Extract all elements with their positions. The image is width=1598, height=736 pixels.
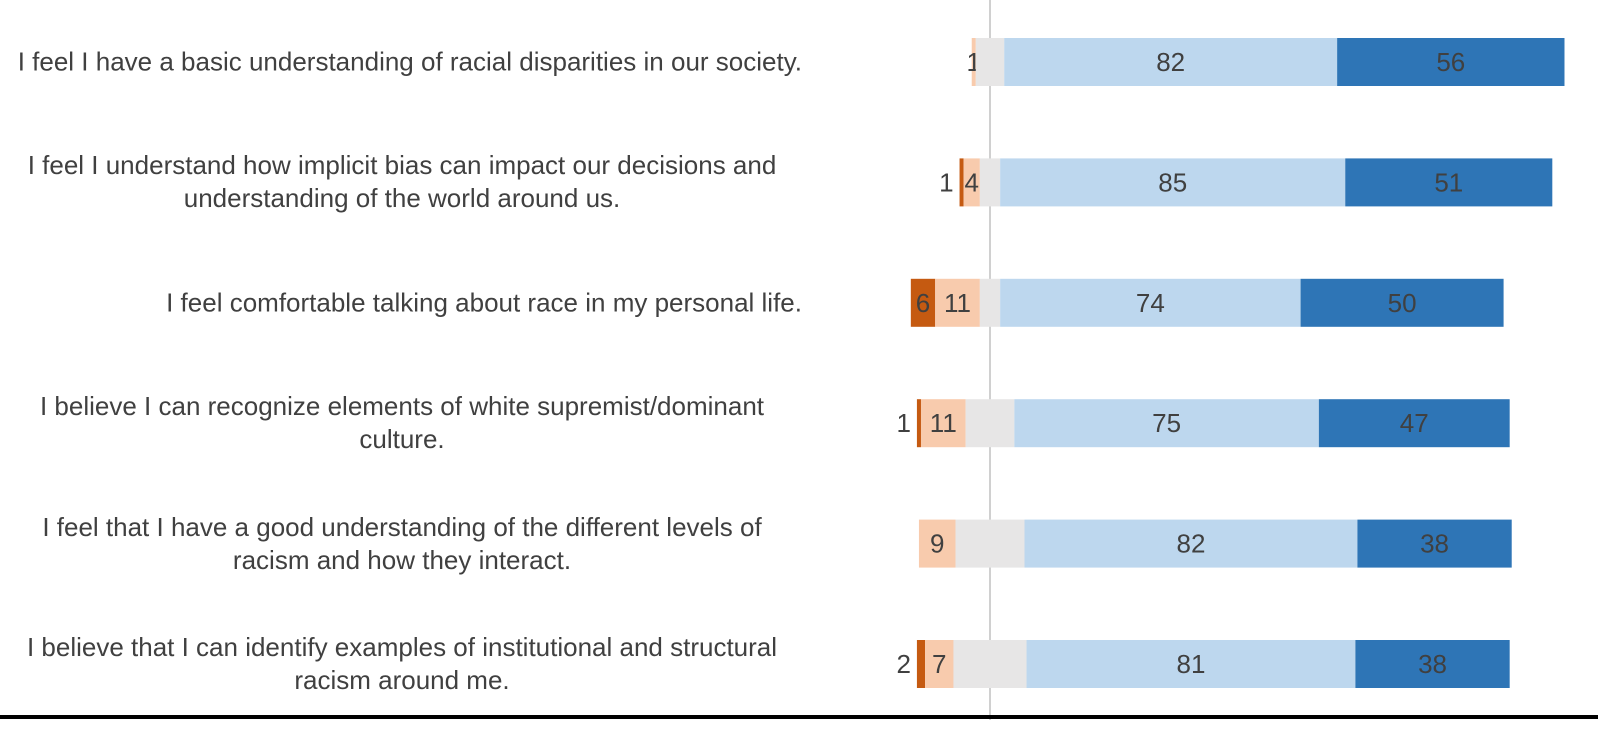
category-label: I believe that I can identify examples o… [26, 632, 778, 695]
value-label: 74 [1136, 288, 1165, 318]
bar-segment [959, 158, 964, 207]
category-label: I feel I understand how implicit bias ca… [27, 150, 777, 214]
bar-segment [1318, 399, 1510, 448]
value-label: 7 [932, 649, 946, 679]
value-label: 1 [939, 167, 953, 197]
value-label: 51 [1434, 167, 1463, 197]
bar-segment [1337, 38, 1565, 86]
bar-segment [975, 38, 1005, 86]
bar-segment [953, 640, 1027, 688]
value-label: 9 [930, 529, 944, 559]
bar-segment [979, 158, 1001, 207]
value-label: 6 [916, 288, 930, 318]
bar-segment [1355, 640, 1510, 688]
value-label: 82 [1177, 529, 1206, 559]
category-label: I feel comfortable talking about race in… [166, 287, 802, 318]
bar-segment [1300, 278, 1504, 327]
value-label: 1 [896, 408, 910, 438]
bar-segment [1345, 158, 1553, 207]
category-label: I feel that I have a good understanding … [42, 511, 762, 575]
bar-segment [1014, 399, 1319, 448]
bar-segment [971, 38, 976, 86]
value-label: 75 [1152, 408, 1181, 438]
bar-segment [1357, 519, 1512, 568]
value-label: 50 [1388, 288, 1417, 318]
bar-segment [1024, 519, 1358, 568]
bar-segment [979, 278, 1001, 327]
bar-segment [1004, 38, 1338, 86]
bar-segment [965, 399, 1015, 448]
bar-segment [955, 519, 1025, 568]
bar-segment [910, 278, 936, 327]
value-label: 47 [1400, 408, 1429, 438]
value-label: 56 [1436, 47, 1465, 77]
bar-segment [1000, 278, 1301, 327]
bar-segment [918, 519, 956, 568]
bar-segment [925, 640, 954, 688]
value-label: 11 [930, 408, 957, 438]
value-label: 85 [1158, 167, 1187, 197]
category-label: I believe I can recognize elements of wh… [39, 391, 765, 455]
value-label: 11 [944, 288, 971, 318]
bar-segment [935, 278, 980, 327]
category-label: I feel I have a basic understanding of r… [17, 46, 802, 77]
bar-segment [916, 399, 921, 448]
value-label: 4 [964, 167, 978, 197]
bar-segment [963, 158, 980, 207]
bar-segment [920, 399, 966, 448]
value-label: 38 [1418, 649, 1447, 679]
value-label: 38 [1420, 529, 1449, 559]
bar-segment [916, 640, 926, 688]
value-label: 81 [1177, 649, 1206, 679]
value-label: 82 [1156, 47, 1185, 77]
bar-segment [1026, 640, 1356, 688]
value-label: 2 [896, 649, 910, 679]
bar-segment [1000, 158, 1346, 207]
